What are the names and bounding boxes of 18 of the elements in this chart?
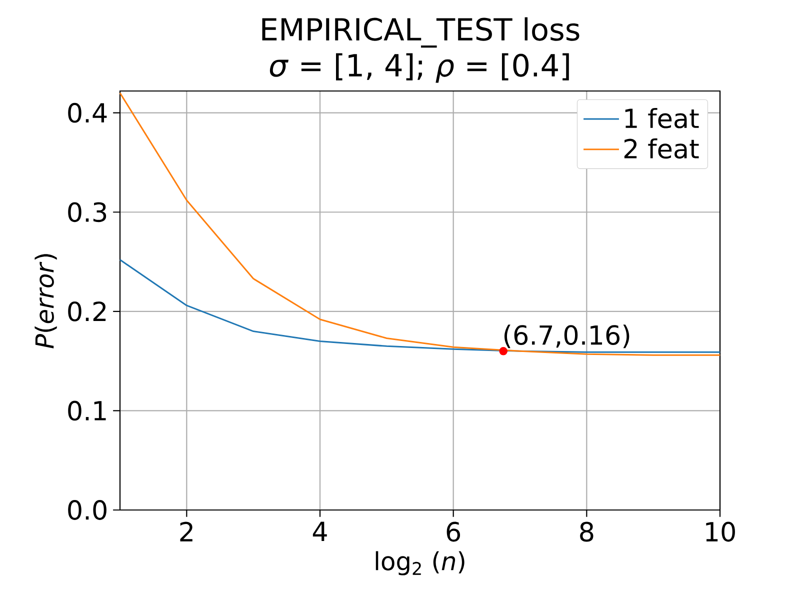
y-tick-label: 0.1 xyxy=(68,400,106,421)
legend-label: 1 feat xyxy=(625,108,699,128)
legend-label: 2 feat xyxy=(624,138,699,159)
y-axis-title: P(error) xyxy=(34,254,57,348)
x-tick-label: 4 xyxy=(312,522,327,541)
y-tick-label: 0.3 xyxy=(68,202,106,222)
x-tick-label: 6 xyxy=(446,522,460,542)
chart-title: EMPIRICAL_TEST loss xyxy=(262,17,580,48)
line-series xyxy=(119,92,721,356)
x-tick-label: 8 xyxy=(580,522,594,542)
x-tick-label: 10 xyxy=(706,522,735,542)
x-axis-title: log$_{2}$ (n) xyxy=(376,551,464,576)
chart-subtitle: σ = [1, 4]; ρ = [0.4] xyxy=(270,53,569,83)
y-tick-label: 0.4 xyxy=(68,102,107,123)
x-tick-label: 2 xyxy=(180,522,192,542)
y-tick-label: 0.2 xyxy=(68,301,106,322)
annotation: (6.7,0.16) xyxy=(504,324,630,348)
y-tick-label: 0.0 xyxy=(68,500,106,520)
